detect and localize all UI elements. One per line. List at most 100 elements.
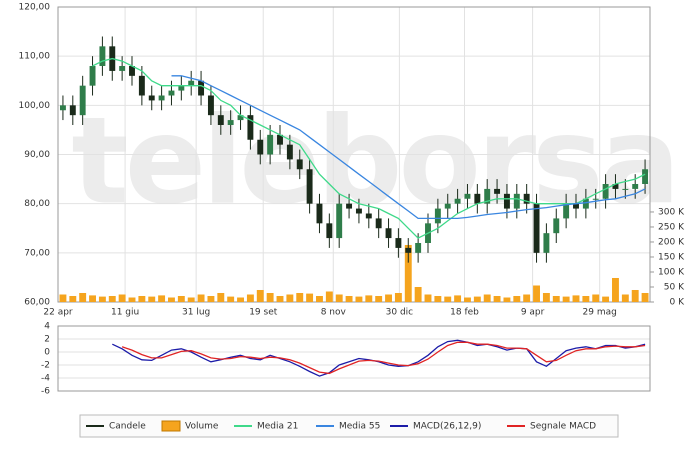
volume-bar	[375, 295, 383, 302]
candle-body	[158, 95, 165, 101]
y-tick-label: 120,00	[19, 3, 51, 13]
volume-bar	[227, 296, 235, 302]
volume-bar	[404, 244, 412, 302]
y-tick-label: 100,00	[19, 101, 51, 111]
candle-body	[513, 193, 520, 209]
candle-body	[79, 85, 86, 116]
candle-body	[346, 203, 353, 209]
candle-body	[168, 90, 175, 96]
y-tick-label: 90,00	[24, 150, 50, 160]
y2-tick-label: 300 K	[658, 207, 685, 217]
volume-bar	[385, 294, 392, 302]
candle-body	[503, 193, 510, 209]
candle-body	[267, 134, 274, 155]
y-tick-label: 60,00	[24, 298, 50, 308]
x-tick-label: 18 feb	[450, 308, 479, 318]
volume-bar	[621, 294, 629, 302]
legend-label: Media 55	[339, 422, 380, 432]
candle-body	[395, 238, 402, 248]
y2-tick-label: 150 K	[658, 252, 685, 262]
volume-bar	[602, 296, 610, 302]
candle-body	[326, 223, 333, 239]
y2-tick-label: 200 K	[658, 237, 685, 247]
candle-body	[563, 203, 570, 219]
x-tick-label: 31 lug	[182, 308, 210, 318]
candle-body	[474, 193, 481, 204]
candle-body	[198, 80, 205, 96]
line-series	[112, 339, 646, 377]
line-series	[121, 341, 646, 375]
legend-label: MACD(26,12,9)	[413, 422, 481, 432]
candle-body	[257, 139, 264, 155]
x-tick-label: 8 nov	[321, 308, 347, 318]
volume-bar	[276, 295, 284, 302]
candle-body	[405, 247, 412, 253]
candle-body	[188, 80, 195, 86]
candle-body	[217, 115, 224, 125]
candle-body	[464, 193, 471, 199]
volume-bar	[197, 294, 205, 302]
candle-body	[277, 134, 283, 145]
candle-body	[119, 66, 126, 71]
volume-bar	[612, 277, 619, 302]
volume-bar	[493, 295, 501, 302]
x-tick-label: 19 set	[249, 308, 278, 318]
candle-body	[444, 203, 451, 209]
candle-body	[207, 95, 214, 116]
volume-bar	[316, 295, 323, 302]
candle-body	[129, 66, 135, 76]
y2-tick-label: 100 K	[658, 267, 685, 277]
y-tick-label: 4	[44, 322, 50, 332]
candle-body	[138, 75, 145, 96]
volume-bar	[464, 297, 471, 302]
volume-bar	[207, 295, 215, 302]
volume-bar	[118, 294, 126, 302]
candle-body	[573, 203, 579, 209]
volume-bar	[296, 292, 304, 302]
line-series	[92, 57, 646, 239]
y-tick-label: 2	[44, 335, 50, 345]
y-tick-label: -6	[41, 387, 50, 397]
candle-body	[592, 198, 599, 200]
candle-body	[336, 203, 343, 239]
volume-bar	[158, 295, 166, 302]
volume-bar	[592, 294, 600, 302]
volume-bar	[473, 296, 481, 302]
legend-label: Media 21	[257, 422, 298, 432]
y-tick-label: -2	[41, 361, 50, 371]
volume-bar	[335, 294, 343, 302]
volume-bar	[148, 296, 156, 302]
volume-bar	[533, 285, 540, 302]
volume-bar	[217, 292, 225, 302]
candle-body	[375, 218, 382, 229]
legend-label: Volume	[185, 422, 219, 432]
x-tick-label: 30 dic	[386, 308, 414, 318]
volume-bar	[414, 286, 422, 302]
volume-bar	[523, 294, 531, 302]
volume-bar	[562, 296, 570, 302]
candle-body	[237, 115, 244, 121]
y-tick-label: 70,00	[24, 248, 50, 258]
candle-body	[484, 188, 491, 204]
candle-body	[622, 188, 629, 190]
volume-bar	[631, 289, 639, 302]
candle-body	[454, 198, 461, 204]
y2-tick-label: 0 K	[670, 298, 686, 308]
candle-body	[533, 203, 540, 253]
candle-body	[415, 243, 422, 253]
volume-bar	[503, 297, 511, 302]
candle-body	[247, 115, 254, 140]
volume-bar	[256, 289, 264, 302]
candle-body	[286, 144, 293, 160]
plot-frame	[57, 6, 651, 303]
y-tick-label: 110,00	[19, 52, 51, 62]
candle-body	[306, 169, 313, 204]
volume-bar	[286, 294, 294, 302]
legend-swatch	[161, 420, 181, 432]
volume-bar	[128, 297, 136, 302]
candle-body	[296, 159, 303, 170]
volume-bar	[483, 294, 491, 302]
volume-bar	[355, 296, 363, 302]
candle-body	[543, 233, 550, 253]
